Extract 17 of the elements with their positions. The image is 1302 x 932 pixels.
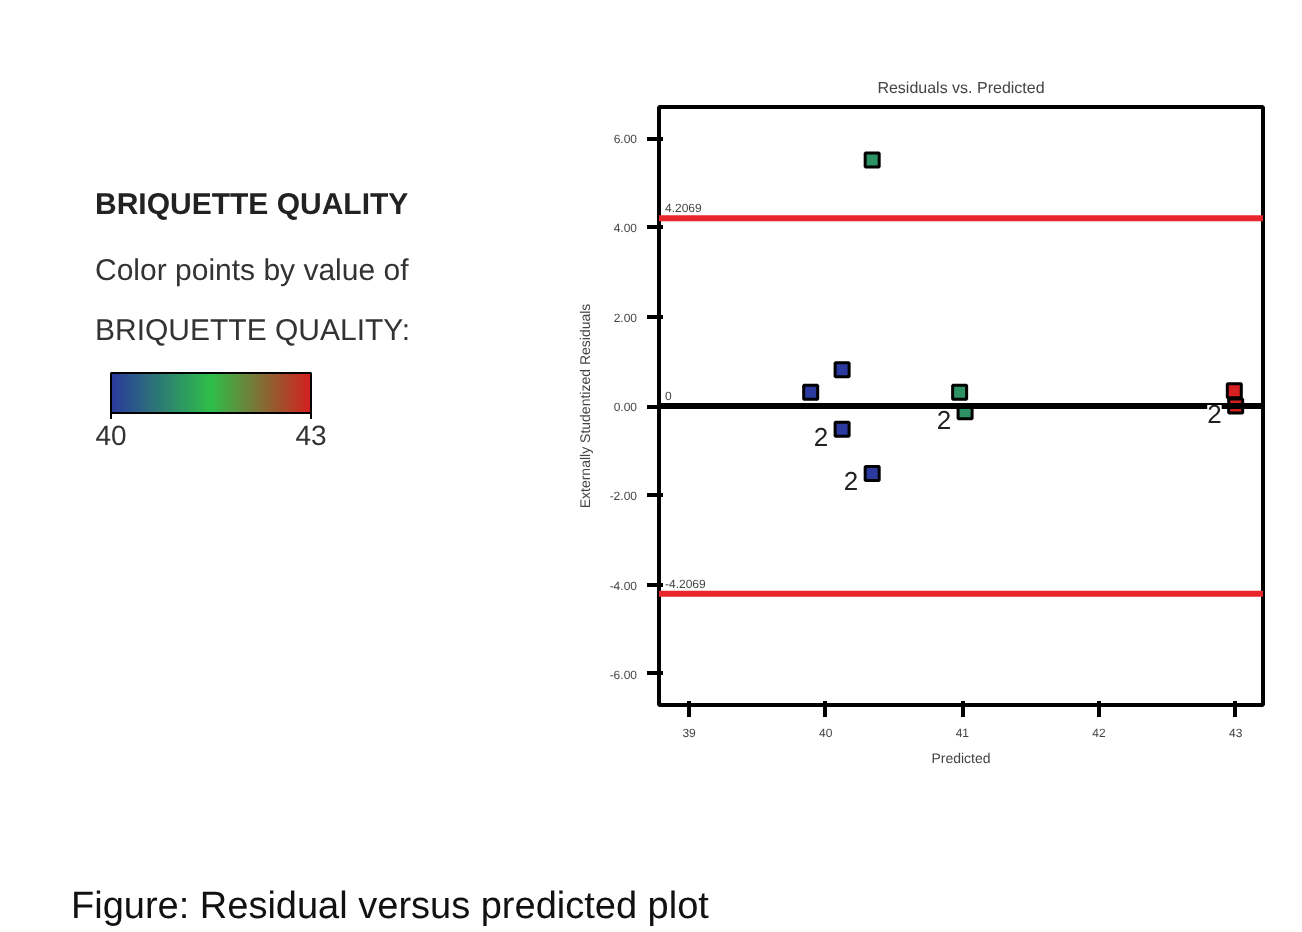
annotation: 2 bbox=[936, 404, 952, 435]
color-bar-label: 40 bbox=[95, 419, 127, 451]
point bbox=[833, 361, 851, 379]
point bbox=[833, 420, 851, 438]
color-bar-title: Color points by value of BRIQUETTE QUALITY: bbox=[95, 254, 411, 348]
annotation: 2 bbox=[843, 466, 859, 497]
legend-title: BRIQUETTE QUALITY bbox=[95, 188, 409, 222]
annotation: 2 bbox=[813, 422, 829, 453]
point bbox=[802, 383, 820, 401]
point bbox=[863, 151, 881, 169]
point bbox=[951, 383, 969, 401]
point bbox=[863, 464, 881, 482]
annotation: 2 bbox=[1207, 399, 1222, 429]
color-bar-label: 43 bbox=[295, 419, 327, 451]
text: Figure: Residual versus predicted plot bbox=[71, 886, 711, 928]
point bbox=[1225, 382, 1243, 400]
chart-title: Residuals vs. Predicted bbox=[877, 79, 1045, 97]
